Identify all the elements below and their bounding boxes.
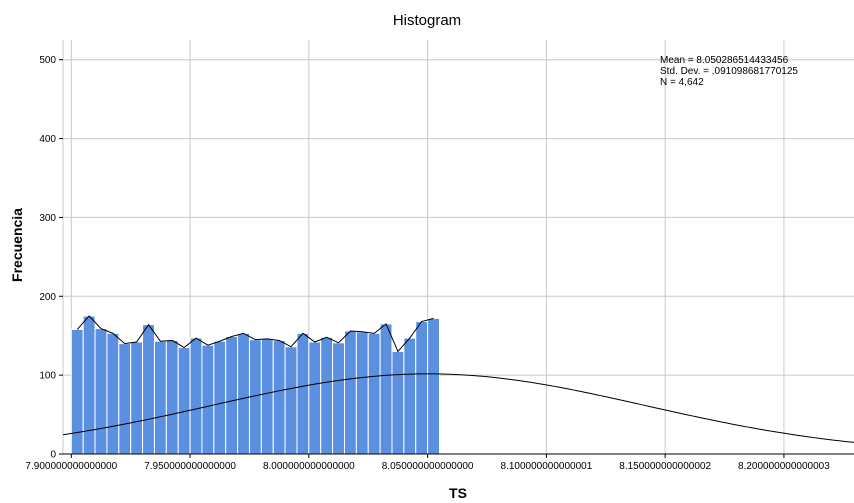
stats-std-dev: Std. Dev. = .091098681770125 — [660, 66, 798, 77]
histogram-bar — [94, 328, 108, 455]
histogram-bar — [308, 341, 322, 455]
x-tick-label: 8.050000000000000 — [382, 461, 474, 472]
histogram-bar — [367, 332, 381, 455]
histogram-bar — [153, 340, 167, 455]
histogram-bar — [391, 350, 405, 455]
chart-title: Histogram — [393, 12, 461, 29]
x-tick-label: 8.000000000000000 — [263, 461, 355, 472]
x-axis-ticks: 7.900000000000000 7.950000000000000 8.0000… — [25, 454, 830, 472]
histogram-bar — [415, 321, 429, 455]
histogram-bar — [225, 336, 239, 455]
grid — [62, 40, 854, 454]
x-axis-label: TS — [449, 485, 467, 501]
frequency-polygon — [76, 315, 434, 353]
histogram-bar — [284, 346, 298, 455]
stats-n: N = 4,642 — [660, 77, 704, 88]
y-tick-label: 0 — [50, 450, 56, 461]
x-tick-label: 8.100000000000001 — [501, 461, 593, 472]
y-axis-label: Frecuencia — [9, 208, 25, 282]
histogram-bar — [189, 337, 203, 455]
overlays — [62, 315, 854, 443]
y-tick-label: 200 — [39, 292, 56, 303]
x-tick-label: 8.200000000000003 — [738, 461, 830, 472]
histogram-bar — [332, 342, 345, 455]
stats-box: Mean = 8.050286514433456 Std. Dev. = .09… — [660, 55, 798, 88]
x-tick-label: 7.950000000000000 — [144, 461, 236, 472]
histogram-bar — [272, 339, 286, 455]
histogram-bar — [165, 339, 179, 455]
histogram-bar — [82, 315, 96, 455]
histogram-bar — [201, 344, 215, 455]
histogram-bar — [213, 340, 227, 455]
normal-curve — [62, 373, 854, 443]
bars — [70, 315, 440, 455]
y-tick-label: 500 — [39, 55, 56, 66]
x-tick-label: 7.900000000000000 — [25, 461, 117, 472]
histogram-bar — [177, 347, 191, 455]
histogram-bar — [379, 323, 393, 455]
histogram-bar — [403, 337, 417, 455]
x-tick-label: 8.150000000000002 — [619, 461, 711, 472]
histogram-bar — [106, 332, 120, 455]
y-tick-label: 300 — [39, 213, 56, 224]
y-axis-ticks: 0 100 200 300 400 500 — [39, 55, 63, 461]
y-tick-label: 100 — [39, 371, 56, 382]
y-tick-label: 400 — [39, 134, 56, 145]
histogram-bar — [343, 330, 357, 455]
histogram-bar — [320, 336, 334, 455]
histogram-bar — [296, 332, 310, 455]
histogram-bar — [427, 317, 440, 455]
histogram-bar — [130, 341, 144, 455]
histogram-bar — [237, 332, 250, 455]
histogram-bar — [118, 343, 132, 455]
histogram-bar — [142, 324, 155, 455]
histogram-bar — [355, 331, 369, 455]
histogram-bar — [260, 338, 274, 455]
stats-mean: Mean = 8.050286514433456 — [660, 55, 789, 66]
histogram-bar — [70, 328, 84, 455]
